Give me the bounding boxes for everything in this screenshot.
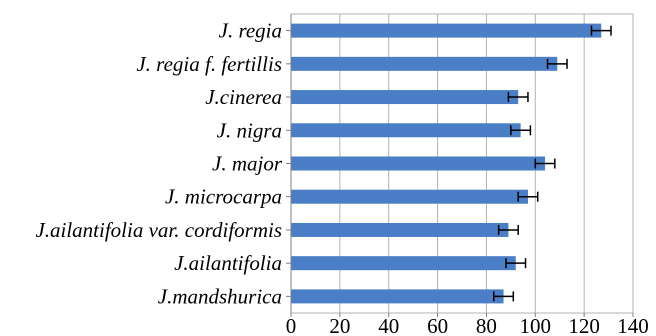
- bars-group: [291, 23, 602, 304]
- bar: [291, 156, 546, 171]
- bar: [291, 123, 521, 138]
- bar: [291, 23, 602, 38]
- x-tick-label: 0: [286, 314, 297, 336]
- bar: [291, 289, 504, 304]
- category-label: J.ailantifolia: [174, 251, 282, 275]
- category-labels: J. regia J. regia f. fertillis J.cinerea J.…: [35, 19, 282, 309]
- category-label: J. regia: [219, 19, 282, 43]
- category-label: J. regia f. fertillis: [136, 52, 282, 76]
- x-tick-label: 40: [378, 314, 399, 336]
- x-tick-label: 120: [568, 314, 600, 336]
- category-label: J. nigra: [217, 118, 282, 142]
- category-label: J.cinerea: [205, 85, 282, 109]
- x-tick-label: 80: [476, 314, 497, 336]
- x-tick-label: 140: [617, 314, 649, 336]
- bar: [291, 189, 528, 204]
- bar: [291, 222, 509, 237]
- bar: [291, 56, 558, 71]
- category-label: J. microcarpa: [165, 185, 282, 209]
- x-tick-label: 100: [520, 314, 552, 336]
- axes: [286, 14, 634, 317]
- category-label: J. major: [212, 152, 283, 176]
- bar: [291, 90, 519, 105]
- bar: [291, 256, 516, 271]
- x-tick-label: 60: [427, 314, 448, 336]
- error-bars-group: [493, 25, 612, 302]
- x-tick-labels: 0 20 40 60 80 100 120 140: [286, 314, 649, 336]
- category-label: J.ailantifolia var. cordiformis: [35, 218, 282, 242]
- category-label: J.mandshurica: [158, 284, 282, 308]
- x-tick-label: 20: [329, 314, 350, 336]
